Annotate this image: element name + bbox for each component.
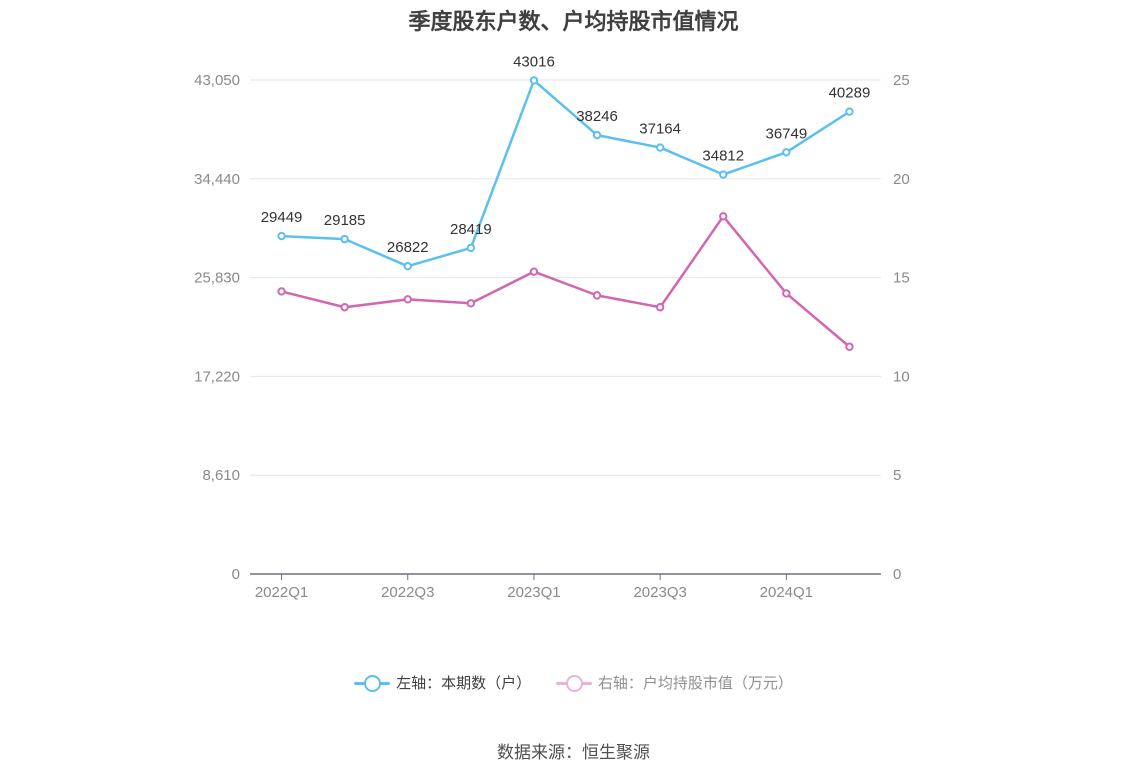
right-tick-label: 0 [893, 566, 901, 583]
x-tick-label: 2023Q1 [507, 584, 560, 601]
gridlines [250, 79, 881, 476]
series-points [277, 76, 854, 351]
legend-item-left-series[interactable]: 左轴：本期数（户） [354, 672, 531, 693]
data-point [592, 130, 602, 140]
data-point [592, 291, 602, 300]
left-tick-label: 34,440 [194, 171, 240, 188]
data-point [782, 148, 791, 157]
data-label: 28419 [450, 221, 492, 238]
data-point [529, 76, 539, 85]
data-point [340, 234, 349, 244]
legend-item-right-series[interactable]: 右轴：户均持股市值（万元） [555, 672, 793, 693]
series-line-0 [281, 79, 851, 268]
left-tick-label: 25,830 [194, 270, 240, 287]
data-label: 29185 [324, 212, 366, 229]
left-axis: 0 8,610 17,220 25,830 34,440 43,050 [194, 72, 240, 583]
data-label: 36749 [765, 125, 807, 142]
data-point [466, 243, 476, 253]
right-tick-label: 25 [893, 72, 910, 89]
data-point [277, 287, 286, 296]
data-point [719, 212, 728, 221]
data-point [277, 231, 286, 241]
data-label: 40289 [829, 85, 871, 102]
data-point [845, 342, 854, 351]
left-tick-label: 17,220 [194, 368, 240, 385]
x-tick-label: 2024Q1 [760, 584, 813, 601]
series-line-1 [281, 215, 851, 348]
data-point [466, 299, 476, 308]
data-point [340, 303, 349, 312]
data-label: 34812 [702, 148, 744, 165]
data-labels: 29449 29185 26822 28419 43016 38246 37164 34812… [261, 53, 871, 256]
data-point [845, 107, 854, 116]
data-label: 38246 [576, 108, 618, 125]
right-tick-label: 10 [893, 368, 910, 385]
legend-marker-icon [354, 673, 391, 693]
data-label: 29449 [261, 209, 303, 226]
data-label: 26822 [387, 239, 429, 256]
data-source: 数据来源：恒生聚源 [497, 743, 650, 763]
data-point [782, 289, 791, 298]
legend-marker-icon [555, 673, 592, 693]
series-lines [281, 79, 851, 348]
legend: 左轴：本期数（户） 右轴：户均持股市值（万元） [0, 672, 1147, 697]
right-axis: 0 5 10 15 20 25 [893, 72, 910, 583]
right-tick-label: 20 [893, 171, 910, 188]
data-label: 43016 [513, 53, 555, 70]
data-point [655, 143, 665, 152]
legend-label: 左轴：本期数（户） [396, 674, 532, 692]
data-point [655, 303, 665, 312]
data-point [529, 267, 539, 276]
data-point [403, 262, 412, 271]
data-point [719, 170, 728, 179]
left-tick-label: 43,050 [194, 72, 240, 89]
right-tick-label: 15 [893, 270, 910, 287]
right-tick-label: 5 [893, 467, 901, 484]
left-tick-label: 8,610 [202, 467, 240, 484]
data-label: 37164 [639, 121, 681, 138]
legend-label: 右轴：户均持股市值（万元） [597, 674, 793, 692]
x-tick-label: 2022Q1 [255, 584, 308, 601]
x-tick-label: 2023Q3 [633, 584, 686, 601]
data-point [403, 295, 412, 304]
x-axis: 2022Q1 2022Q3 2023Q1 2023Q3 2024Q1 [250, 573, 881, 601]
left-tick-label: 0 [232, 566, 240, 583]
x-tick-label: 2022Q3 [381, 584, 434, 601]
chart-title: 季度股东户数、户均持股市值情况 [408, 10, 739, 35]
